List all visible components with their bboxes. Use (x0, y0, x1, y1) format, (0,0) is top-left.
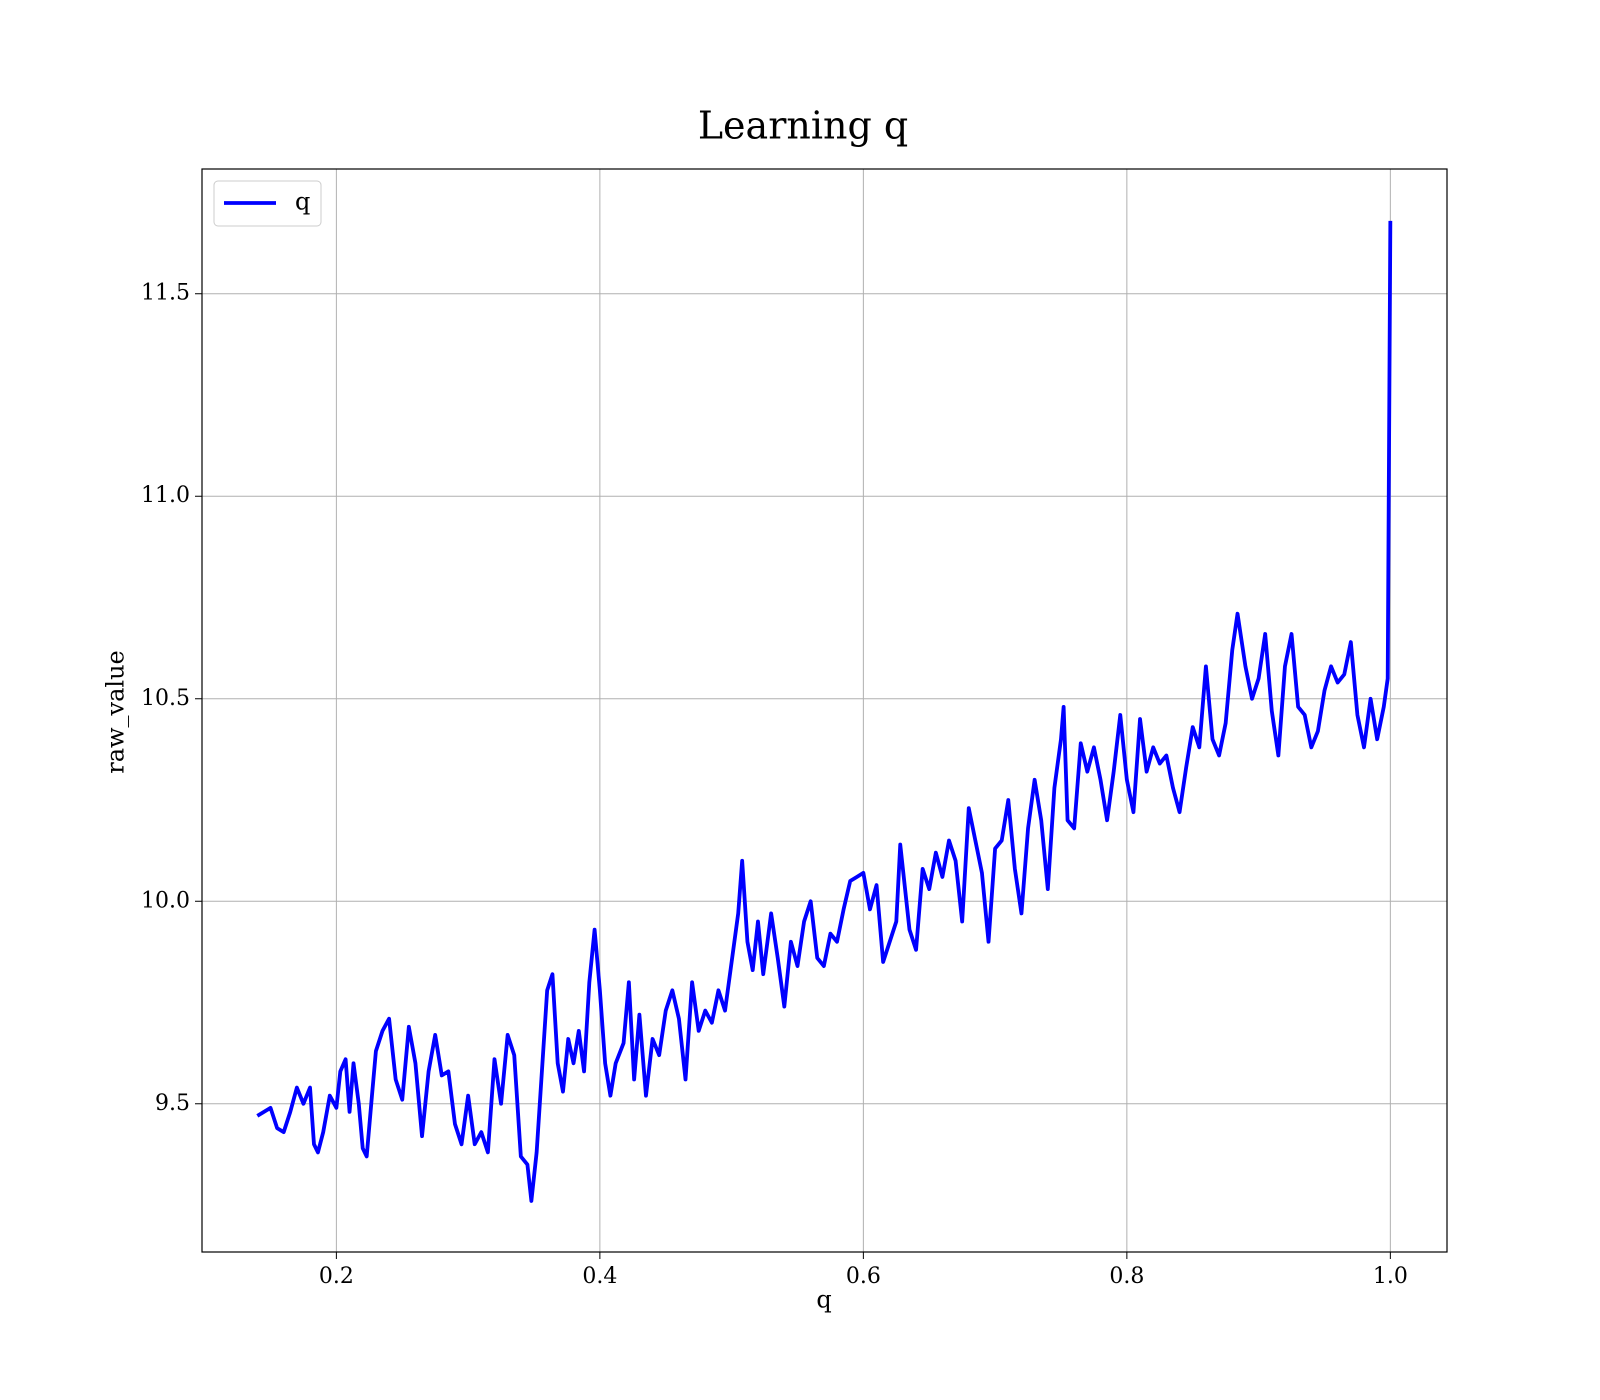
y-tick-label: 9.5 (155, 1091, 190, 1116)
chart-title: Learning q (698, 104, 908, 148)
x-tick-label: 0.8 (1109, 1264, 1144, 1289)
x-tick-label: 0.2 (319, 1264, 354, 1289)
y-tick-label: 11.0 (141, 483, 190, 508)
x-tick-label: 0.6 (846, 1264, 881, 1289)
y-axis-label: raw_value (102, 650, 130, 774)
y-tick-label: 11.5 (141, 281, 190, 306)
legend-label: q (295, 188, 310, 216)
x-axis-label: q (816, 1286, 831, 1314)
y-tick-label: 10.0 (141, 888, 190, 913)
y-tick-label: 10.5 (141, 686, 190, 711)
data-line (256, 220, 1393, 1203)
x-tick-label: 1.0 (1373, 1264, 1408, 1289)
plot-frame (201, 168, 1448, 1253)
x-tick-label: 0.4 (582, 1264, 617, 1289)
